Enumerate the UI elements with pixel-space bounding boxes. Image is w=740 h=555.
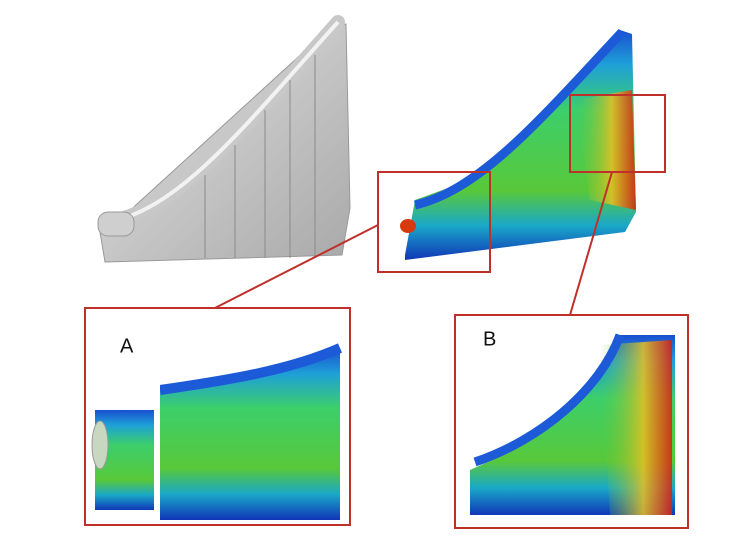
zoom-b <box>470 333 675 515</box>
grey-lug <box>97 211 135 237</box>
zoom-a-gap <box>154 378 160 510</box>
hot-zone-b <box>575 90 636 210</box>
zoom-a-rail <box>159 343 343 395</box>
hot-zone-a <box>400 219 416 233</box>
grey-model <box>97 15 351 263</box>
callouts <box>214 94 666 316</box>
panel-a-label: A <box>120 335 134 357</box>
zoom-a-plate <box>160 348 340 520</box>
zoom-a <box>91 343 343 520</box>
callout-b-small <box>569 94 666 173</box>
panel-a-frame <box>84 307 351 526</box>
fea-fin <box>405 30 636 260</box>
panel-b-label: B <box>483 328 496 350</box>
zoom-a-lug-end <box>91 420 109 470</box>
connector-a <box>214 224 379 309</box>
connector-b <box>569 171 613 316</box>
panel-b-frame <box>454 314 689 529</box>
fea-rail <box>413 28 626 210</box>
grey-rail-highlight <box>107 20 340 224</box>
zoom-b-rail <box>473 333 625 467</box>
fea-model <box>400 28 636 260</box>
callout-a-small <box>377 171 491 273</box>
zoom-b-hot <box>600 340 672 515</box>
grey-stiffeners <box>204 55 316 258</box>
